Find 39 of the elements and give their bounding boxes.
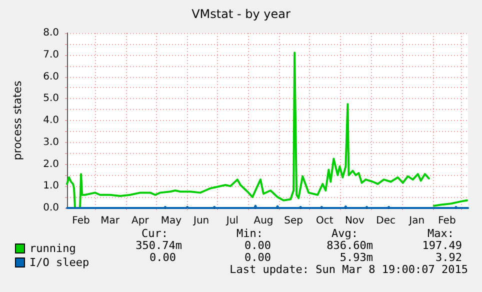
x-tick-label: Jul xyxy=(225,216,238,226)
y-tick-label: 2.0 xyxy=(43,158,59,170)
legend-label: running xyxy=(30,242,76,255)
x-tick-label: Feb xyxy=(72,216,90,226)
text: Cur: xyxy=(142,227,168,240)
text: 350.74m xyxy=(136,239,182,252)
y-axis-title: process states xyxy=(11,80,24,160)
y-tick-label: 0.0 xyxy=(43,202,59,214)
legend-label: I/O sleep xyxy=(30,256,90,269)
chart-title: VMstat - by year xyxy=(192,7,290,21)
text: 0.00 xyxy=(244,239,271,252)
text: Last update: Sun Mar 8 19:00:07 2015 xyxy=(230,263,468,276)
y-tick-label: 1.0 xyxy=(43,180,59,192)
text: Min: xyxy=(236,227,263,240)
text: 0.00 xyxy=(244,251,271,264)
y-tick-label: 8.0 xyxy=(43,28,59,38)
x-tick-label: Sep xyxy=(284,216,303,226)
y-tick-label: 7.0 xyxy=(43,49,59,60)
x-tick-label: Oct xyxy=(316,216,334,226)
x-tick-label: Jun xyxy=(192,216,210,226)
text: Max: xyxy=(428,227,454,240)
y-tick-label: 3.0 xyxy=(43,136,59,148)
x-tick-label: Apr xyxy=(132,216,150,226)
text: 3.92 xyxy=(436,251,462,264)
y-tick-label: 4.0 xyxy=(43,115,59,126)
text: 0.00 xyxy=(150,251,176,264)
x-tick-label: Feb xyxy=(438,216,456,226)
y-tick-label: 6.0 xyxy=(43,71,59,82)
y-tick-label: 5.0 xyxy=(43,93,59,104)
x-tick-label: Aug xyxy=(254,216,274,226)
text: 197.49 xyxy=(422,239,462,252)
x-tick-label: Dec xyxy=(376,216,396,226)
text: 5.93m xyxy=(340,251,374,264)
x-tick-label: Mar xyxy=(100,216,120,226)
x-tick-label: Nov xyxy=(344,216,365,226)
text: 836.60m xyxy=(326,239,374,252)
x-tick-label: May xyxy=(160,216,182,226)
text: Avg: xyxy=(332,227,358,240)
x-tick-label: Jan xyxy=(408,216,425,226)
